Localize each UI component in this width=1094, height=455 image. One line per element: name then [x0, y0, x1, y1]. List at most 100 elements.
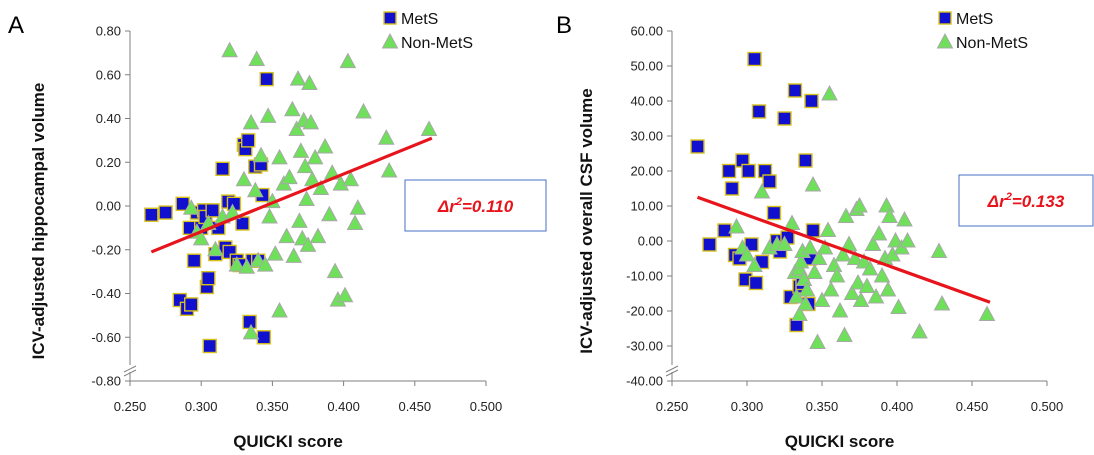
data-point-non-mets [285, 247, 303, 263]
legend-label: Non-MetS [401, 35, 473, 52]
x-tick-label: 0.450 [956, 399, 989, 414]
y-tick-label: 0.80 [96, 24, 121, 39]
data-point-mets [777, 111, 792, 126]
x-tick-label: 0.400 [881, 399, 914, 414]
data-point-non-mets [801, 238, 819, 255]
data-point-non-mets [291, 212, 308, 228]
annotation-delta-r2: Δr2=0.110 [437, 196, 514, 216]
data-point-non-mets [873, 266, 891, 283]
x-tick-label: 0.250 [114, 399, 147, 414]
data-point-non-mets [890, 298, 907, 314]
trendline [150, 136, 433, 254]
y-tick-label: 0.20 [96, 155, 121, 170]
y-tick-label: 20.00 [630, 164, 663, 179]
data-point-non-mets [911, 322, 928, 339]
data-point-non-mets [235, 170, 253, 187]
data-point-mets [235, 216, 250, 231]
y-tick-label: 30.00 [630, 129, 663, 144]
data-point-non-mets [261, 207, 278, 224]
data-point-mets [798, 153, 813, 168]
x-tick-label: 0.350 [806, 399, 839, 414]
data-point-non-mets [278, 227, 295, 244]
data-point-non-mets [849, 273, 867, 290]
data-point-mets [202, 338, 217, 354]
y-tick-label: 0.00 [638, 234, 663, 249]
data-point-mets [751, 104, 767, 119]
data-point-non-mets [821, 84, 838, 101]
data-point-non-mets [228, 256, 246, 272]
y-axis-title: ICV-adjusted hippocampal volume [29, 83, 48, 360]
y-tick-label: 60.00 [630, 24, 663, 39]
data-point-non-mets [266, 245, 284, 261]
data-point-non-mets [299, 236, 317, 252]
data-point-mets [741, 163, 756, 179]
y-tick-label: -0.20 [91, 242, 121, 257]
y-tick-label: -30.00 [626, 339, 663, 354]
data-point-non-mets [858, 277, 876, 293]
trendline [696, 195, 991, 304]
data-point-non-mets [302, 113, 320, 130]
y-tick-label: -0.60 [91, 330, 121, 345]
data-point-mets [144, 207, 159, 222]
data-point-non-mets [326, 262, 344, 279]
data-point-non-mets [831, 301, 849, 318]
data-point-non-mets [879, 280, 897, 297]
data-point-mets [205, 203, 220, 218]
y-tick-label: 50.00 [630, 59, 663, 74]
data-point-non-mets [321, 205, 338, 222]
y-tick-label: -10.00 [626, 269, 663, 284]
data-point-non-mets [281, 168, 298, 185]
data-point-non-mets [288, 120, 305, 136]
data-point-non-mets [852, 291, 870, 307]
data-point-non-mets [342, 170, 360, 187]
data-point-non-mets [864, 235, 882, 251]
x-axis-title: QUICKI score [233, 432, 343, 451]
data-point-non-mets [289, 70, 307, 86]
legend-marker-non-mets [381, 32, 399, 49]
data-point-non-mets [207, 240, 224, 257]
panel-letter: B [556, 12, 572, 39]
axis-break-mark [123, 365, 137, 373]
data-point-non-mets [867, 287, 885, 304]
data-point-non-mets [878, 196, 895, 213]
x-tick-label: 0.300 [185, 399, 218, 414]
data-point-non-mets [339, 52, 357, 69]
data-point-non-mets [292, 142, 310, 158]
data-point-non-mets [316, 137, 334, 154]
legend-marker-non-mets [936, 32, 954, 49]
data-point-non-mets [819, 221, 837, 237]
data-point-non-mets [813, 291, 831, 307]
y-tick-label: -0.80 [91, 374, 121, 389]
x-axis-title: QUICKI score [785, 432, 895, 451]
data-point-non-mets [355, 102, 372, 119]
data-point-non-mets [861, 259, 879, 276]
data-point-non-mets [309, 227, 327, 244]
data-point-non-mets [846, 249, 864, 265]
data-point-non-mets [809, 333, 826, 349]
legend-marker-mets [938, 11, 952, 25]
legend-label: Non-MetS [956, 35, 1028, 52]
data-point-non-mets [336, 286, 354, 303]
data-point-non-mets [791, 305, 808, 321]
data-point-non-mets [804, 175, 822, 192]
data-point-non-mets [420, 120, 438, 136]
axis-break-mark [665, 365, 679, 373]
data-point-non-mets [346, 214, 364, 230]
data-point-non-mets [296, 157, 314, 174]
data-point-non-mets [930, 242, 948, 258]
data-point-non-mets [834, 245, 852, 262]
annotation-delta-r2: Δr2=0.133 [987, 191, 1065, 211]
y-axis-title: ICV-adjusted overall CSF volume [577, 88, 596, 353]
data-point-non-mets [271, 148, 288, 165]
data-point-non-mets [728, 217, 745, 234]
data-point-non-mets [221, 41, 239, 58]
data-point-non-mets [825, 256, 843, 272]
data-point-mets [787, 83, 803, 98]
data-point-non-mets [828, 266, 846, 283]
data-point-non-mets [870, 224, 888, 241]
data-point-non-mets [312, 179, 330, 195]
data-point-non-mets [192, 229, 210, 246]
data-point-non-mets [259, 107, 277, 123]
y-tick-label: 40.00 [630, 94, 663, 109]
legend-marker-mets [383, 11, 397, 25]
